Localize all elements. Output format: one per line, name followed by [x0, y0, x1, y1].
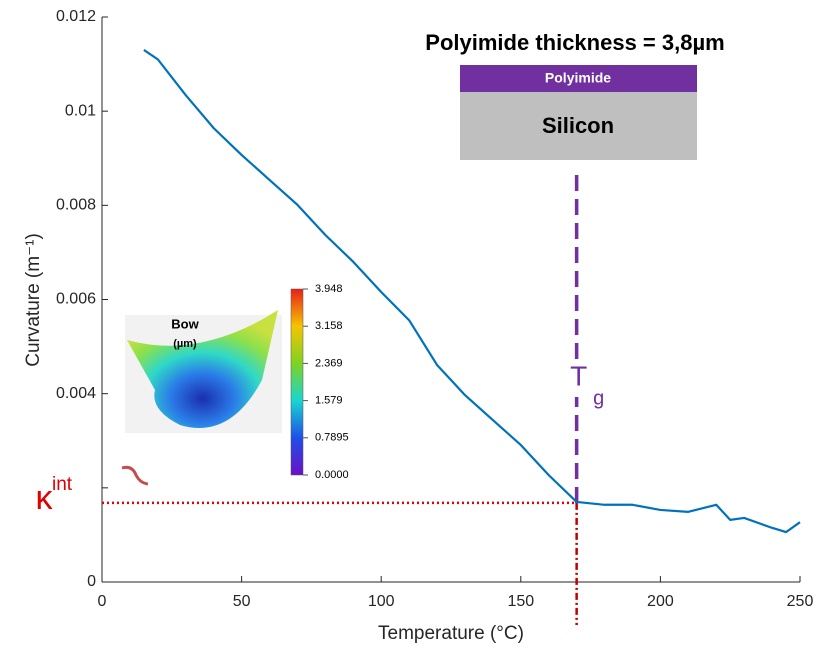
y-axis-label: Curvature (m⁻¹) — [23, 233, 44, 367]
y-tick-label: 0.008 — [56, 197, 96, 214]
x-tick-label: 0 — [98, 593, 107, 610]
x-tick-label: 50 — [233, 593, 251, 610]
colorbar-label: 3.158 — [315, 320, 343, 332]
y-tick-label: 0.004 — [56, 385, 96, 402]
colorbar — [290, 288, 304, 476]
polyimide-layer — [460, 65, 697, 92]
colorbar-label: 1.579 — [315, 395, 343, 407]
inset: Bow (µm) 3.948 3.158 2.369 1.579 0.7895 0.000… — [125, 282, 353, 482]
colorbar-label: 0.7895 — [315, 432, 349, 444]
x-tick-label: 100 — [368, 593, 395, 610]
line-series — [143, 49, 801, 534]
y-tick-label: 0.01 — [65, 102, 96, 119]
x-tick-label: 150 — [507, 593, 534, 610]
layer-label: Polyimide — [545, 70, 611, 86]
kappa-symbol: κ — [36, 479, 54, 517]
decoration — [121, 465, 149, 486]
x-axis-label: Temperature (°C) — [378, 623, 524, 644]
y-tick-label: 0 — [87, 573, 96, 590]
tg-symbol: T — [570, 360, 587, 391]
y-tick-label: 0.006 — [56, 291, 96, 308]
y-tick-label: 0.012 — [56, 8, 96, 25]
inset-unit: (µm) — [173, 338, 197, 350]
chart-title: Polyimide thickness = 3,8µm — [425, 30, 724, 55]
colorbar-label: 3.948 — [315, 283, 343, 295]
silicon-layer — [460, 92, 697, 160]
bow-surface — [127, 310, 278, 428]
colorbar-label: 0.0000 — [315, 469, 349, 481]
tg-label-bg — [566, 362, 587, 397]
inset-title: Bow — [171, 316, 199, 331]
tg-subscript: g — [593, 387, 604, 409]
x-tick-label: 250 — [787, 593, 814, 610]
x-tick-label: 200 — [647, 593, 674, 610]
kappa-superscript: int — [52, 474, 73, 495]
colorbar-label: 2.369 — [315, 357, 343, 369]
layer-label: Silicon — [542, 113, 614, 138]
